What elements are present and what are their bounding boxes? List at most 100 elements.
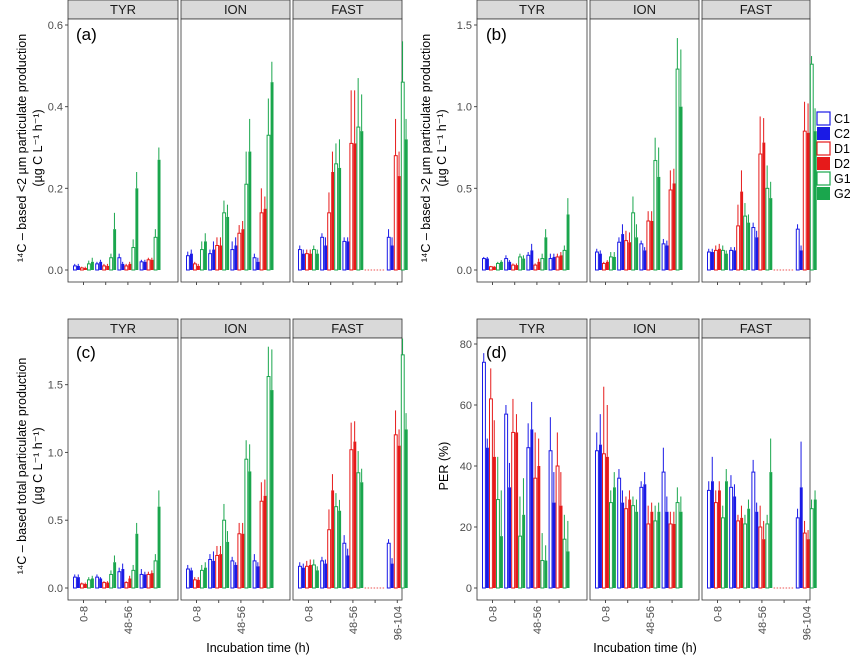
bar-c1 (186, 568, 190, 589)
bar-c1 (95, 576, 100, 589)
bar-c1 (230, 249, 235, 271)
x-tick-label: 0-8 (488, 606, 500, 622)
bar-c2 (599, 444, 602, 588)
facet-ion: ION 0-8 48-56 (180, 318, 291, 634)
facet-strip-label: FAST (331, 2, 364, 17)
facet-strip-label: ION (633, 2, 656, 17)
bar-c2 (324, 245, 328, 270)
bar-d2 (84, 583, 87, 588)
bar-d1 (714, 502, 718, 589)
bar-d2 (650, 511, 654, 588)
bar-c2 (486, 447, 489, 588)
legend-label-c2: C2 (834, 127, 850, 141)
bar-d1 (146, 573, 151, 589)
facet-panel (476, 18, 588, 283)
bar-g2 (91, 578, 94, 588)
bar-g1 (518, 535, 523, 589)
facet-panel (67, 18, 179, 283)
facet-panel (589, 18, 700, 283)
bar-g2 (747, 222, 751, 270)
bar-c2 (799, 487, 803, 588)
bar-d1 (215, 554, 220, 589)
bar-g2 (338, 167, 342, 270)
bar-c1 (117, 257, 122, 271)
bar-g2 (813, 131, 817, 270)
y-tick-label: 1.5 (48, 380, 63, 392)
bar-c1 (639, 243, 644, 271)
y-tick-label: 0.6 (48, 20, 63, 32)
bar-c1 (795, 517, 800, 589)
facet-strip-label: TYR (519, 321, 545, 336)
bar-d2 (650, 221, 654, 270)
bar-d1 (758, 526, 763, 589)
bar-c2 (190, 570, 193, 588)
y-tick-label: 80 (460, 339, 472, 351)
bar-d1 (555, 256, 560, 271)
bar-c2 (346, 241, 350, 270)
bar-d1 (146, 259, 151, 271)
bar-g1 (244, 183, 249, 271)
bar-c2 (643, 250, 647, 270)
bar-d1 (489, 266, 493, 271)
bar-c2 (530, 429, 534, 588)
bar-c2 (755, 237, 759, 270)
bar-d2 (397, 445, 401, 588)
facet-fast: FAST (292, 0, 408, 285)
bar-g2 (769, 472, 773, 588)
bar-g1 (312, 564, 316, 589)
bar-c2 (799, 250, 803, 270)
bar-g2 (613, 487, 616, 588)
y-tick-label: 1.5 (457, 20, 472, 32)
bar-d2 (106, 265, 110, 270)
bar-g2 (404, 429, 408, 588)
bar-c1 (482, 361, 486, 589)
bar-d2 (740, 517, 744, 588)
bar-c1 (139, 261, 144, 271)
bar-d2 (128, 578, 132, 588)
y-tick-label: 1.0 (48, 447, 63, 459)
bar-d2 (559, 505, 563, 588)
bar-c1 (707, 251, 711, 271)
bar-d2 (493, 456, 496, 588)
facet-strip-label: ION (224, 2, 247, 17)
y-axis-title-line2: (µg C L⁻¹ h⁻¹) (31, 109, 45, 186)
bar-c1 (751, 471, 756, 589)
bar-g1 (631, 505, 636, 589)
x-tick-label: 96-104 (392, 606, 404, 640)
bar-d1 (393, 434, 398, 589)
bar-g1 (109, 257, 114, 271)
bar-d1 (327, 212, 332, 271)
bar-c2 (234, 245, 238, 270)
bar-c2 (711, 252, 714, 270)
bar-g1 (496, 499, 500, 589)
bar-c1 (342, 240, 347, 271)
x-tick-label: 48-56 (123, 606, 135, 634)
bar-g2 (500, 261, 503, 270)
bar-c2 (665, 511, 669, 588)
bar-c2 (302, 567, 305, 588)
facet-strip-label: TYR (519, 2, 545, 17)
bar-d1 (602, 453, 606, 589)
bar-d1 (736, 520, 741, 589)
legend-key-c1 (816, 111, 831, 126)
y-axis-title-line2: (µg C L⁻¹ h⁻¹) (435, 109, 449, 186)
bar-g2 (613, 256, 616, 270)
y-axis-title-line2: (µg C L⁻¹ h⁻¹) (31, 427, 45, 504)
bar-c1 (186, 255, 190, 271)
bar-d1 (489, 398, 493, 589)
bar-g1 (266, 134, 271, 271)
bar-d2 (197, 265, 200, 270)
legend-label-d1: D1 (834, 142, 850, 156)
y-tick-label: 0.4 (48, 102, 63, 114)
facet-ion: ION (180, 0, 291, 285)
bar-g1 (153, 560, 158, 589)
bar-d1 (80, 583, 84, 589)
bar-c2 (711, 481, 714, 588)
y-axis-title-line1: ¹⁴C – based >2 µm particulate production (419, 34, 433, 262)
bar-d1 (624, 240, 629, 271)
bar-g2 (113, 229, 117, 270)
bar-g2 (204, 567, 207, 588)
bar-c2 (302, 253, 305, 270)
bar-c2 (121, 263, 125, 270)
